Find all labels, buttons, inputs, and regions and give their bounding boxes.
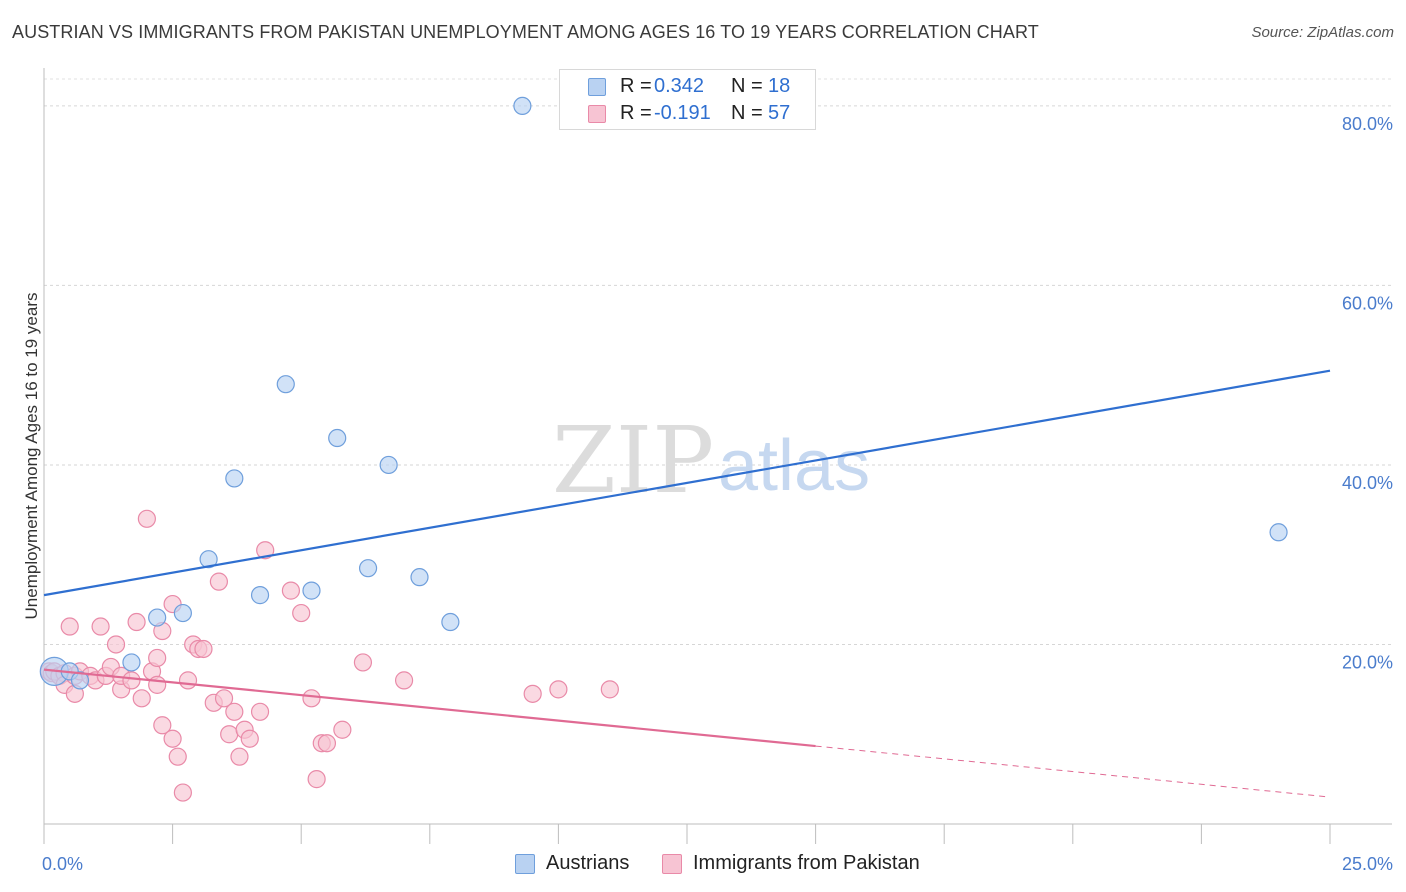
y-tick-label: 40.0% [1342, 473, 1393, 493]
legend-swatch-blue [588, 78, 606, 96]
legend-row-pakistan: R = -0.191 N = 57 [560, 99, 815, 129]
point-pakistan [292, 603, 311, 623]
point-austrians [225, 469, 244, 488]
trend-lines [43, 369, 1331, 798]
chart-title: AUSTRIAN VS IMMIGRANTS FROM PAKISTAN UNE… [12, 22, 1039, 42]
point-pakistan [163, 729, 182, 748]
point-austrians [302, 581, 321, 600]
y-tick-label: 20.0% [1342, 652, 1393, 672]
series-legend: Austrians Immigrants from Pakistan [0, 851, 1406, 881]
legend-r-label: R = [620, 75, 652, 97]
point-pakistan [214, 689, 234, 708]
legend-n-value: 18 [768, 75, 791, 97]
point-pakistan [256, 541, 275, 560]
watermark-zip: ZIP [552, 407, 714, 514]
point-pakistan [523, 684, 542, 703]
legend-n-label: N = [731, 102, 763, 124]
point-pakistan [127, 612, 146, 632]
point-austrians [250, 586, 270, 605]
point-pakistan [353, 653, 373, 672]
point-pakistan [394, 671, 414, 690]
point-austrians [441, 612, 460, 632]
point-austrians [410, 568, 429, 587]
point-pakistan [225, 702, 244, 721]
legend-n-value: 57 [768, 102, 791, 124]
point-austrians [199, 550, 218, 569]
point-pakistan [173, 783, 192, 802]
point-pakistan [178, 671, 198, 690]
legend-r-value: 0.342 [654, 75, 705, 97]
point-pakistan [281, 581, 301, 600]
trend-line-austrians [43, 369, 1331, 597]
point-pakistan [549, 680, 568, 699]
point-pakistan [333, 720, 352, 739]
point-pakistan [153, 716, 172, 735]
point-pakistan [122, 671, 141, 690]
point-pakistan [250, 702, 270, 721]
point-austrians [70, 671, 90, 690]
point-pakistan [302, 689, 321, 708]
trend-line-pakistan-extrapolated [815, 745, 1331, 798]
point-austrians [173, 603, 192, 623]
y-tick-label: 60.0% [1342, 293, 1393, 313]
point-austrians [276, 375, 295, 394]
point-austrians [328, 428, 347, 448]
point-pakistan [307, 770, 326, 789]
point-austrians [513, 96, 532, 116]
correlation-legend: R = 0.342 N = 18 R = -0.191 N = 57 [559, 69, 816, 130]
point-pakistan [132, 689, 151, 708]
point-pakistan [209, 572, 228, 591]
watermark: ZIP atlas [552, 407, 870, 514]
point-pakistan [240, 729, 259, 748]
legend-r-value: -0.191 [654, 102, 711, 124]
legend-swatch-pink [588, 105, 606, 123]
point-austrians [122, 653, 141, 672]
point-pakistan [194, 639, 213, 659]
point-pakistan [148, 648, 167, 668]
point-pakistan [230, 747, 249, 766]
legend-label: Immigrants from Pakistan [693, 852, 920, 874]
source-label: Source: ZipAtlas.com [1251, 24, 1394, 41]
x-tick-label: 0.0% [42, 854, 83, 874]
point-pakistan [60, 617, 79, 636]
legend-swatch-blue [515, 854, 535, 874]
point-pakistan [106, 635, 126, 654]
y-axis-label: Unemployment Among Ages 16 to 19 years [22, 293, 41, 620]
legend-row-austrians: R = 0.342 N = 18 [560, 72, 815, 102]
point-austrians [379, 455, 398, 475]
point-pakistan [317, 734, 337, 753]
point-pakistan [220, 725, 239, 744]
point-pakistan [600, 680, 619, 699]
point-austrians [1269, 523, 1288, 542]
legend-n-label: N = [731, 75, 763, 97]
series-austrians [39, 96, 1288, 690]
trend-line-pakistan [43, 668, 816, 748]
point-pakistan [148, 675, 167, 694]
y-tick-label: 80.0% [1342, 114, 1393, 134]
point-austrians [148, 608, 167, 627]
point-pakistan [91, 617, 110, 636]
point-pakistan [137, 509, 156, 528]
legend-swatch-pink [662, 854, 682, 874]
legend-label: Austrians [546, 852, 630, 874]
x-tick-label: 25.0% [1342, 854, 1393, 874]
legend-r-label: R = [620, 102, 652, 124]
point-pakistan [168, 747, 187, 766]
point-austrians [358, 559, 378, 578]
watermark-atlas: atlas [718, 426, 870, 506]
axes: 20.0% 40.0% 60.0% 80.0% 0.0% 25.0% [42, 68, 1393, 874]
